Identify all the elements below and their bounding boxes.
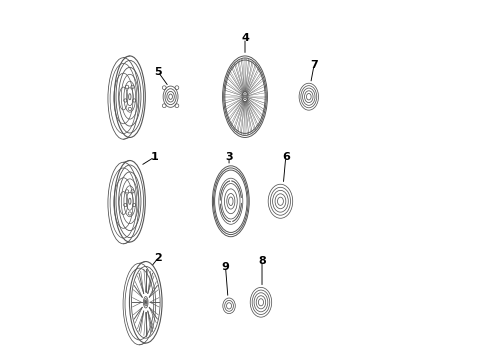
Text: 4: 4 <box>241 33 249 43</box>
Text: 8: 8 <box>258 256 266 266</box>
Text: 1: 1 <box>151 152 158 162</box>
Text: 3: 3 <box>225 152 233 162</box>
Text: 9: 9 <box>221 262 229 272</box>
Text: 6: 6 <box>282 152 290 162</box>
Text: 7: 7 <box>310 60 318 70</box>
Text: 2: 2 <box>154 253 162 263</box>
Text: 5: 5 <box>154 67 162 77</box>
